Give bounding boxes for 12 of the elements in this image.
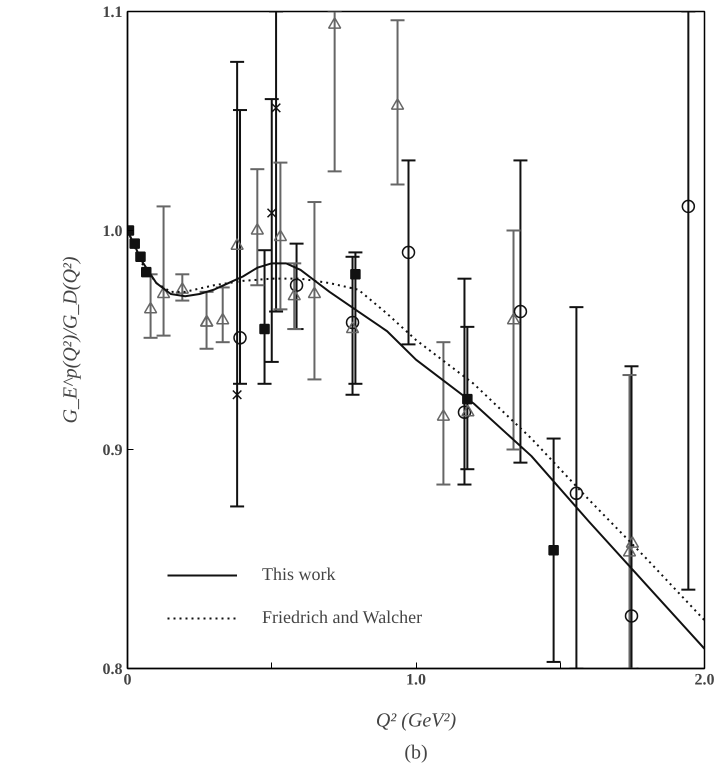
y-tick-label: 1.0: [102, 223, 122, 240]
legend-label: Friedrich and Walcher: [262, 607, 422, 628]
x-tick-label: 1.0: [406, 672, 426, 688]
text: (b): [404, 742, 428, 764]
x-tick-label: 2.0: [694, 672, 714, 688]
x-tick-label: 0: [124, 672, 132, 688]
y-tick-label: 1.1: [102, 4, 122, 21]
y-axis-title: G_E^p(Q²)/G_D(Q²): [60, 256, 82, 424]
legend-label: This work: [262, 564, 336, 585]
x-axis-title: Q² (GeV²): [376, 710, 456, 732]
y-tick-label: 0.8: [102, 661, 122, 678]
y-tick-label: 0.9: [102, 442, 122, 459]
